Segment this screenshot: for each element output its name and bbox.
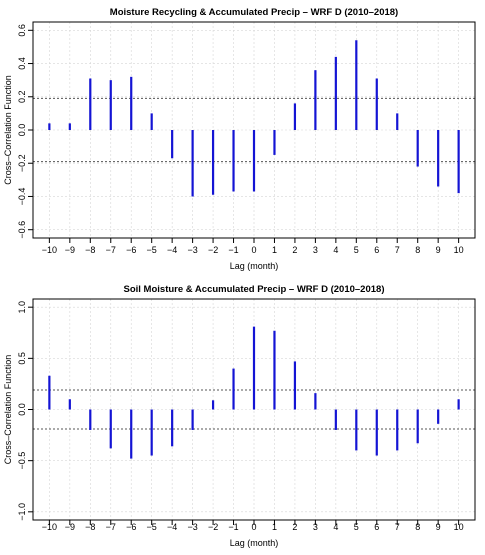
x-tick-label: −9 — [65, 522, 75, 532]
x-tick-label: 7 — [395, 245, 400, 255]
x-tick-label: 8 — [415, 522, 420, 532]
x-tick-label: 5 — [354, 522, 359, 532]
x-tick-label: −4 — [167, 522, 177, 532]
x-tick-label: 7 — [395, 522, 400, 532]
y-tick-label: 0.0 — [17, 403, 27, 416]
x-tick-label: 9 — [436, 522, 441, 532]
x-tick-label: −1 — [228, 245, 238, 255]
y-tick-label: −0.2 — [17, 154, 27, 172]
x-tick-label: 10 — [454, 245, 464, 255]
x-tick-label: 9 — [436, 245, 441, 255]
y-tick-label: −1.0 — [17, 503, 27, 521]
x-tick-label: −6 — [126, 522, 136, 532]
x-tick-label: −10 — [42, 245, 57, 255]
x-tick-label: −3 — [187, 245, 197, 255]
x-tick-label: −8 — [85, 245, 95, 255]
x-tick-label: 6 — [374, 245, 379, 255]
x-axis-label: Lag (month) — [230, 261, 279, 271]
y-tick-label: −0.5 — [17, 452, 27, 470]
y-tick-label: −0.6 — [17, 221, 27, 239]
x-tick-label: −3 — [187, 522, 197, 532]
chart-panel-1: −10 −9 −8 −7 −6 −5 −4 −3 −2 −1 0 1 2 3 4 5 6 7 8 9 10−0.6−0.… — [3, 7, 476, 271]
x-tick-label: 1 — [272, 522, 277, 532]
chart-title: Moisture Recycling & Accumulated Precip … — [110, 7, 398, 18]
x-tick-label: −10 — [42, 522, 57, 532]
y-tick-label: 0.2 — [17, 91, 27, 104]
y-axis-label: Cross–Correlation Function — [3, 355, 13, 465]
x-tick-label: −2 — [208, 522, 218, 532]
x-tick-label: 10 — [454, 522, 464, 532]
x-tick-label: 3 — [313, 245, 318, 255]
x-tick-label: 1 — [272, 245, 277, 255]
x-tick-label: −6 — [126, 245, 136, 255]
x-tick-label: 0 — [251, 245, 256, 255]
y-tick-label: 0.6 — [17, 24, 27, 37]
x-tick-label: 4 — [333, 522, 338, 532]
x-tick-label: −7 — [106, 522, 116, 532]
x-tick-label: 4 — [333, 245, 338, 255]
y-tick-label: 0.4 — [17, 57, 27, 70]
y-tick-label: −0.4 — [17, 188, 27, 206]
x-tick-label: −7 — [106, 245, 116, 255]
y-tick-label: 0.5 — [17, 352, 27, 365]
x-tick-label: −9 — [65, 245, 75, 255]
x-tick-label: 6 — [374, 522, 379, 532]
x-tick-label: −5 — [147, 522, 157, 532]
y-tick-label: 0.0 — [17, 124, 27, 137]
chart-panel-2: −10 −9 −8 −7 −6 −5 −4 −3 −2 −1 0 1 2 3 4 5 6 7 8 9 10−1.0−0.… — [3, 284, 476, 548]
x-tick-label: −1 — [228, 522, 238, 532]
x-tick-label: 3 — [313, 522, 318, 532]
chart-title: Soil Moisture & Accumulated Precip – WRF… — [124, 284, 385, 295]
x-tick-label: 0 — [251, 522, 256, 532]
x-tick-label: 8 — [415, 245, 420, 255]
x-tick-label: 2 — [292, 522, 297, 532]
x-tick-label: −8 — [85, 522, 95, 532]
x-tick-label: −5 — [147, 245, 157, 255]
x-axis-label: Lag (month) — [230, 538, 279, 548]
y-axis-label: Cross–Correlation Function — [3, 75, 13, 185]
x-tick-label: 5 — [354, 245, 359, 255]
x-tick-label: 2 — [292, 245, 297, 255]
x-tick-label: −4 — [167, 245, 177, 255]
y-tick-label: 1.0 — [17, 301, 27, 314]
x-tick-label: −2 — [208, 245, 218, 255]
